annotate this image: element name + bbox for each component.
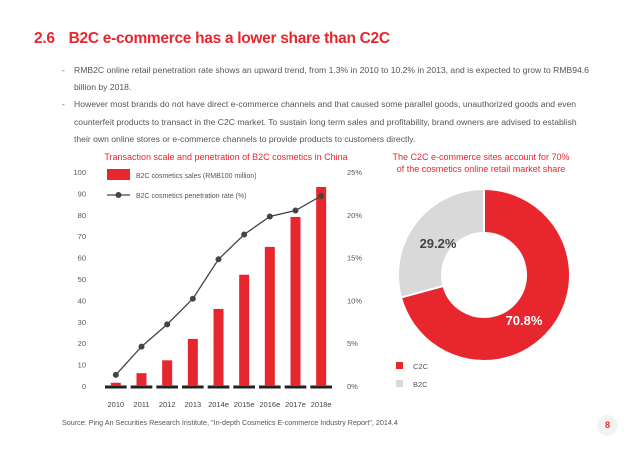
penetration-point-2012 [164, 321, 171, 328]
x-tick-label: 2015e [234, 400, 255, 409]
x-tick-label: 2016e [259, 400, 280, 409]
bar-2013 [187, 338, 198, 386]
y-right-tick-label: 15% [347, 254, 362, 263]
donut-slice-b2c [397, 187, 485, 299]
y-left-tick-label: 50 [78, 275, 86, 284]
bar-2011 [136, 373, 147, 386]
donut-chart-title-line-1: The C2C e-commerce sites account for 70% [392, 152, 570, 162]
y-left-tick-label: 10 [78, 361, 86, 370]
penetration-point-2017e [292, 207, 299, 214]
y-right-tick-label: 25% [347, 168, 362, 177]
bar-2018e [316, 186, 327, 386]
x-tick-label: 2014e [208, 400, 229, 409]
y-left-tick-label: 60 [78, 254, 86, 263]
bar-2012 [162, 360, 173, 386]
y-right-tick-label: 10% [347, 296, 362, 305]
legend-line-label: B2C cosmetics penetration rate (%) [136, 193, 247, 200]
x-tick-label: 2010 [107, 400, 124, 409]
penetration-point-2015e [241, 231, 248, 238]
donut-legend-label-c2c: C2C [413, 362, 429, 371]
source-note: Source: Ping An Securities Research Inst… [62, 418, 398, 427]
legend-line-marker [115, 192, 122, 198]
donut-legend-swatch-b2c [396, 380, 403, 387]
donut-chart-title: The C2C e-commerce sites account for 70%… [378, 151, 584, 175]
y-left-tick-label: 20 [78, 339, 86, 348]
x-tick-label: 2013 [184, 400, 201, 409]
x-tick-label: 2012 [159, 400, 176, 409]
bar-2015e [239, 274, 250, 386]
bullet-item: However most brands do not have direct e… [62, 96, 592, 148]
x-tick-label: 2011 [133, 400, 149, 409]
penetration-point-2010 [112, 371, 119, 378]
section-number: 2.6 [34, 30, 55, 47]
slide-title-block: 2.6 B2C e-commerce has a lower share than… [34, 30, 390, 48]
donut-label-b2c: 29.2% [420, 236, 457, 251]
y-right-tick-label: 5% [347, 339, 358, 348]
penetration-point-2018e [318, 192, 325, 199]
y-left-tick-label: 0 [82, 382, 86, 391]
penetration-point-2011 [138, 343, 145, 350]
y-left-tick-label: 30 [78, 318, 86, 327]
x-tick-label: 2017e [285, 400, 306, 409]
y-left-tick-label: 80 [78, 211, 86, 220]
bullet-item: RMB2C online retail penetration rate sho… [62, 62, 592, 96]
slide-title: B2C e-commerce has a lower share than C2… [68, 30, 390, 47]
donut-legend-swatch-c2c [396, 362, 403, 369]
bar-2017e [290, 216, 301, 386]
bar-2010 [110, 382, 121, 386]
donut-label-c2c: 70.8% [506, 313, 543, 328]
bar-chart-title: Transaction scale and penetration of B2C… [104, 152, 348, 162]
y-right-tick-label: 20% [347, 211, 362, 220]
y-right-tick-label: 0% [347, 382, 358, 391]
y-left-tick-label: 90 [78, 189, 86, 198]
donut-chart-title-line-2: of the cosmetics online retail market sh… [396, 164, 566, 174]
bar-2014e [213, 308, 224, 386]
x-tick-label: 2018e [311, 400, 332, 409]
penetration-point-2014e [215, 256, 222, 263]
y-left-tick-label: 70 [78, 232, 86, 241]
donut-slice-c2c [399, 187, 571, 362]
bullet-list: RMB2C online retail penetration rate sho… [62, 62, 592, 148]
penetration-point-2013 [189, 295, 196, 302]
page-number: 8 [597, 415, 618, 436]
legend-bar-swatch [107, 169, 130, 180]
legend-bar-label: B2C cosmetics sales (RMB100 million) [136, 173, 257, 180]
bar-2016e [264, 246, 275, 386]
penetration-point-2016e [266, 213, 273, 220]
donut-legend-label-b2c: B2C [413, 380, 428, 389]
y-left-tick-label: 100 [73, 168, 86, 177]
y-left-tick-label: 40 [78, 296, 86, 305]
